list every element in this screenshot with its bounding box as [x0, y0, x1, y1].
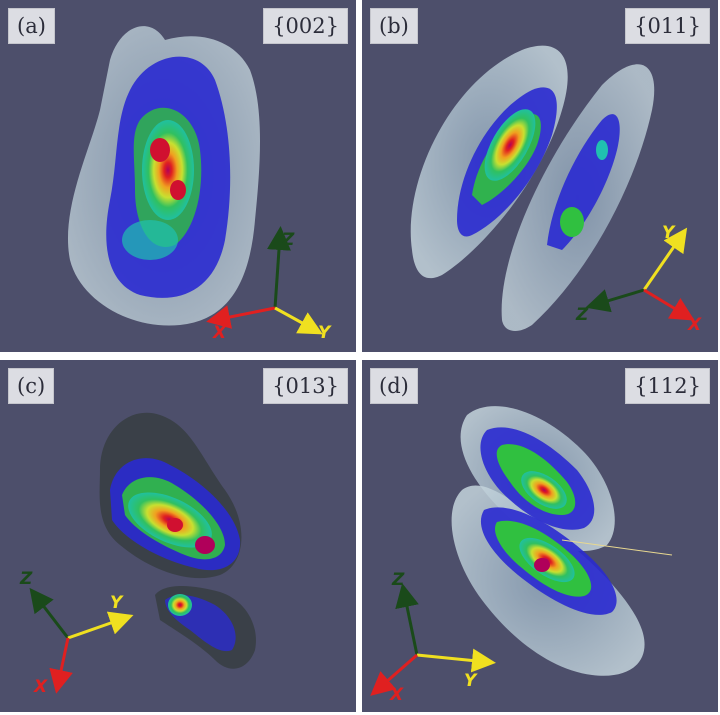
panel-letter: (b) — [370, 8, 418, 44]
y-axis — [642, 227, 688, 291]
z-axis — [267, 226, 291, 309]
panel-letter: (c) — [8, 368, 55, 404]
y-label: Y — [110, 593, 124, 613]
z-label: Z — [281, 230, 295, 250]
x-axis — [206, 305, 276, 329]
x-label: X — [687, 315, 702, 335]
panel-d: Z Y X (d) {112} — [362, 360, 718, 712]
z-axis — [585, 288, 645, 313]
plane-label: {002} — [263, 8, 348, 44]
y-label: Y — [464, 671, 478, 691]
y-label: Y — [662, 223, 676, 243]
z-label: Z — [575, 305, 589, 325]
panel-b: Y Z X (b) {011} — [362, 0, 718, 352]
z-axis — [29, 587, 70, 639]
x-label: X — [389, 685, 404, 705]
z-label: Z — [19, 569, 33, 589]
x-label: X — [212, 323, 227, 343]
axis-triad-b: Y Z X — [575, 223, 702, 335]
plane-label: {112} — [625, 368, 710, 404]
y-axis — [274, 306, 323, 335]
isosurface-011 — [410, 45, 655, 332]
x-axis — [643, 288, 695, 321]
axis-triad-c: Z Y X — [19, 569, 134, 697]
y-label: Y — [318, 323, 332, 343]
z-label: Z — [391, 570, 405, 590]
z-axis — [395, 583, 419, 656]
x-axis — [49, 637, 73, 694]
axis-triad-a: Z X Y — [206, 226, 332, 343]
plane-label: {011} — [625, 8, 710, 44]
panel-c: Z Y X (c) {013} — [0, 360, 356, 712]
plane-label: {013} — [263, 368, 348, 404]
y-axis — [67, 611, 134, 640]
isosurface-112 — [451, 406, 673, 676]
panel-letter: (d) — [370, 368, 418, 404]
axis-triad-d: Z Y X — [370, 570, 496, 705]
panel-letter: (a) — [8, 8, 55, 44]
x-axis — [370, 653, 418, 696]
panel-a: Z X Y (a) {002} — [0, 0, 356, 352]
isosurface-013 — [99, 412, 256, 669]
isosurface-002 — [67, 26, 261, 326]
y-axis — [416, 648, 496, 673]
x-label: X — [33, 677, 48, 697]
